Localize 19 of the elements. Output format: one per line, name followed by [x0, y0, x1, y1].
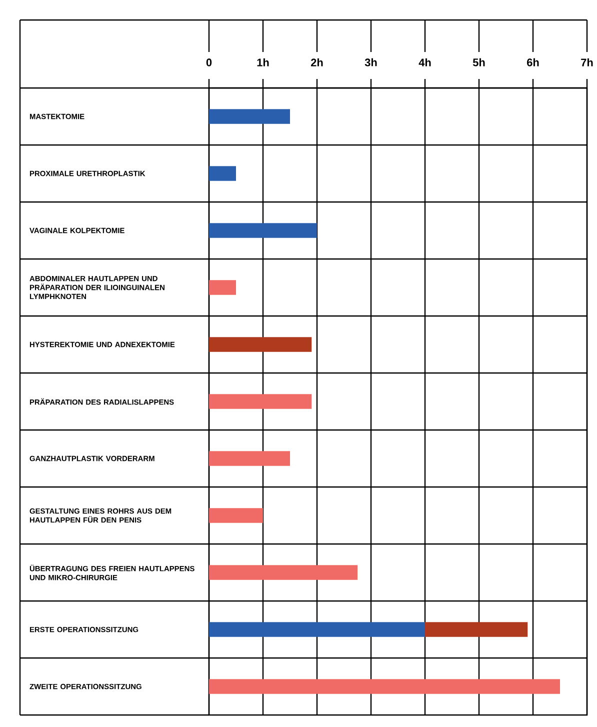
bar	[209, 622, 425, 637]
bar	[209, 280, 236, 295]
x-tick-label: 3h	[364, 58, 377, 66]
x-tick-label: 2h	[310, 58, 323, 66]
x-tick-label: 7h	[581, 58, 593, 66]
bar	[209, 394, 312, 409]
x-tick-label: 5h	[472, 58, 485, 66]
bar	[425, 622, 528, 637]
bar	[209, 679, 560, 694]
bar	[209, 508, 263, 523]
bar	[209, 166, 236, 181]
bar	[209, 109, 290, 124]
x-tick-label: 1h	[257, 58, 269, 66]
x-tick-label: 4h	[418, 58, 431, 66]
bar	[209, 565, 358, 580]
bar	[209, 451, 290, 466]
x-tick-label: 6h	[527, 58, 539, 66]
x-tick-label: 0	[206, 58, 212, 66]
bar	[209, 223, 317, 238]
